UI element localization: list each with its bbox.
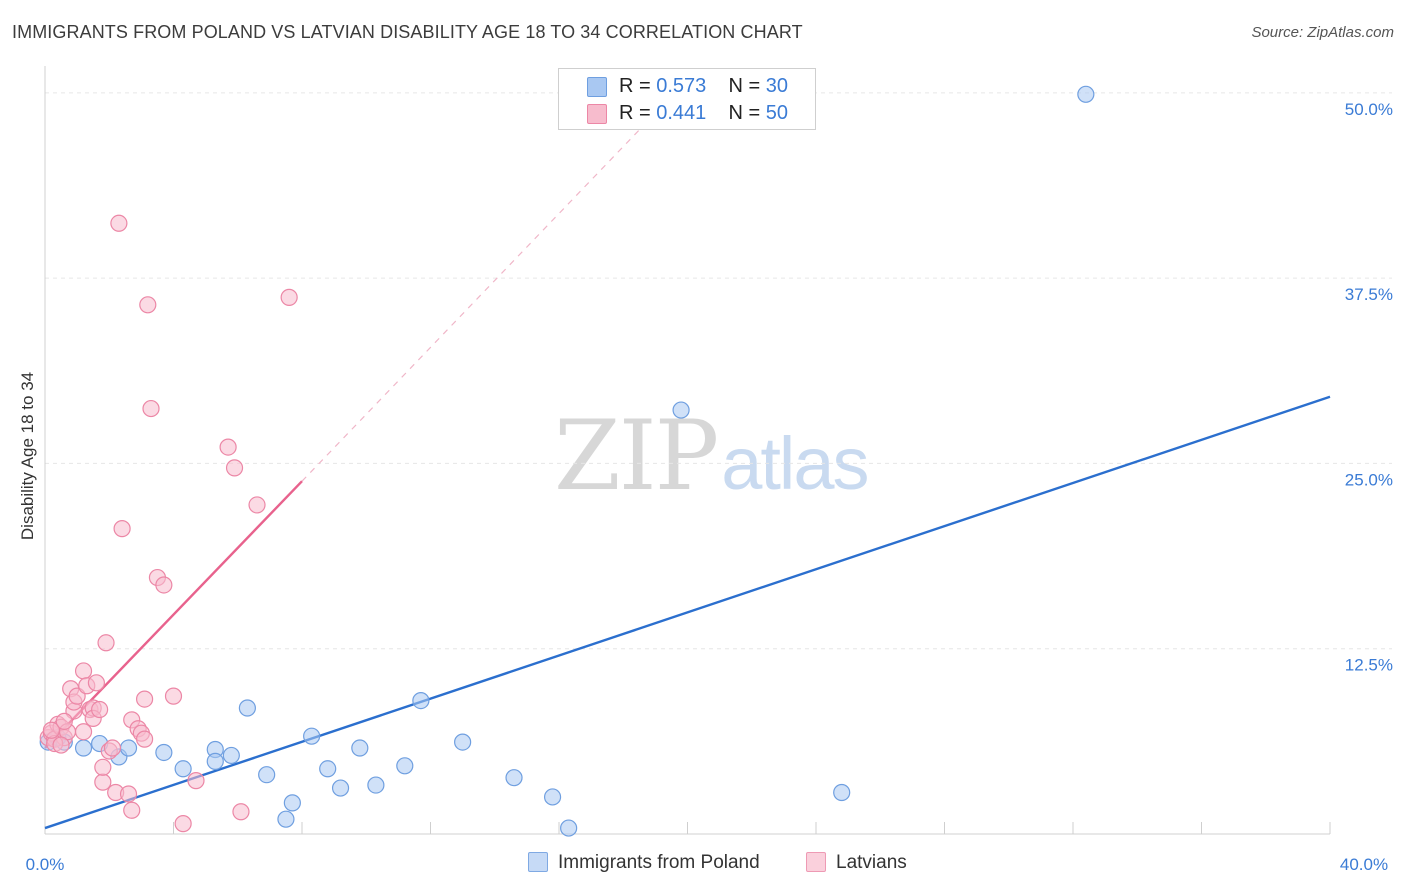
poland-point [222,746,240,765]
poland-point [277,810,295,828]
latvians-point [248,496,266,514]
poland-point [396,757,414,775]
x-tick-label: 0.0% [26,855,65,874]
poland-point [1077,85,1095,103]
watermark-atlas: atlas [721,422,869,505]
latvians-point [52,736,70,754]
poland-point [560,819,578,837]
poland-point [331,779,350,797]
poland-point [319,760,337,778]
poland-trend-line [44,395,1331,830]
axes [44,66,1331,835]
legend-r-value-latvians: 0.441 [656,102,707,124]
latvians-point [155,576,173,594]
poland-point [238,699,256,717]
latvians-point [232,803,250,821]
bottom-legend-label-poland: Immigrants from Poland [558,852,760,873]
latvians-point [91,700,109,719]
poland-point [367,776,385,794]
latvians-point [280,288,298,306]
poland-point [543,788,562,806]
bottom-legend-swatch-poland [528,852,548,872]
latvians-point [74,662,93,680]
latvians-point [97,634,115,652]
poland-point [351,739,369,757]
y-tick-label: 37.5% [1345,285,1393,304]
source-label: Source: ZipAtlas.com [1251,24,1394,41]
grid-lines [45,92,1392,650]
bottom-legend-latvians: Latvians [806,852,907,874]
latvians-point [113,520,131,538]
x-tick-label: 40.0% [1340,855,1388,874]
poland-point [303,727,321,745]
latvians-point [164,687,183,705]
legend-r-label: R = [619,75,651,97]
legend-n-label: N = [728,102,761,124]
latvians-point [119,785,138,803]
poland-point [505,769,523,787]
latvians-point [103,739,122,757]
legend-n-value-latvians: 50 [765,102,789,124]
latvians-point [74,723,93,741]
legend-swatch-poland [587,77,607,97]
y-tick-label: 25.0% [1345,470,1393,489]
chart-title: IMMIGRANTS FROM POLAND VS LATVIAN DISABI… [12,22,803,42]
latvians-point [94,773,112,791]
latvians-point [87,674,106,692]
latvians-point [110,214,128,232]
latvians-point [187,772,205,790]
watermark: ZIPatlas [554,400,870,512]
bottom-legend-label-latvians: Latvians [836,852,907,873]
latvians-point [123,801,141,819]
latvians-point [142,399,160,418]
poland-point [283,794,301,812]
legend-n-label: N = [728,75,761,97]
legend-swatch-latvians [587,104,607,124]
latvians-point [135,730,154,748]
bottom-legend-poland: Immigrants from Poland [528,852,760,874]
tick-labels: 12.5% 25.0% 37.5% 50.0% 0.0% 40.0% [26,100,1393,874]
latvians-point [135,690,154,708]
y-tick-label: 50.0% [1345,100,1393,119]
legend-r-label: R = [619,102,651,124]
trend-lines [44,129,1331,830]
stats-legend: R = 0.573 N = 30 R = 0.441 N = 50 [558,68,816,130]
legend-n-value-poland: 30 [765,75,789,97]
poland-point [672,401,690,419]
latvians-point [225,459,244,477]
data-points [39,85,1095,837]
latvians-point [174,815,192,833]
poland-point [258,766,276,784]
watermark-zip: ZIP [554,400,719,512]
latvians-point [55,712,73,730]
latvians-point [94,758,112,776]
poland-point [206,752,224,770]
latvians-point [42,721,61,739]
legend-r-value-poland: 0.573 [656,75,707,97]
latvians-trend-line-extension [301,129,640,482]
poland-point [74,739,93,757]
latvians-point [139,296,157,314]
bottom-legend-swatch-latvians [806,852,826,872]
poland-point [174,760,192,778]
poland-point [412,691,430,710]
latvians-point [219,438,237,456]
poland-point [454,733,472,751]
poland-point [155,743,173,762]
poland-point [833,783,851,802]
poland-point [119,739,138,757]
y-tick-label: 12.5% [1345,656,1393,675]
